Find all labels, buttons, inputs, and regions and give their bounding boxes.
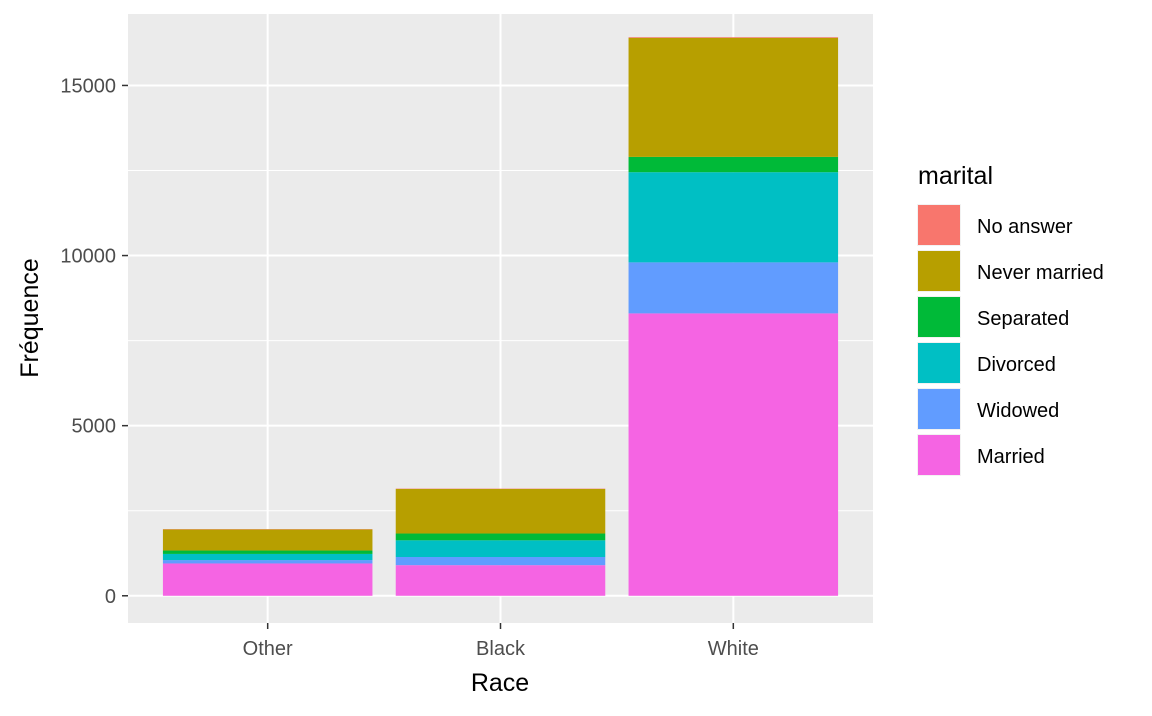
bar-segment-no-answer <box>629 37 839 38</box>
legend-label: Never married <box>977 262 1104 284</box>
bar-segment-married <box>396 565 606 596</box>
legend-label: No answer <box>977 216 1073 238</box>
legend-swatch <box>918 389 960 429</box>
legend-swatch <box>918 251 960 291</box>
y-tick-label: 10000 <box>60 246 116 268</box>
y-axis-title: Fréquence <box>16 258 44 378</box>
legend-label: Separated <box>977 308 1069 330</box>
bar-segment-divorced <box>163 554 373 560</box>
y-axis: 0 5000 10000 15000 <box>60 75 128 607</box>
bar-segment-divorced <box>629 172 839 262</box>
legend-label: Married <box>977 446 1045 468</box>
bar-segment-married <box>629 313 839 595</box>
legend-swatch <box>918 343 960 383</box>
x-tick-label: White <box>708 638 759 660</box>
x-tick-label: Other <box>243 638 293 660</box>
bar-segment-never-married <box>396 489 606 534</box>
y-tick-label: 0 <box>105 586 116 608</box>
bar-segment-separated <box>163 551 373 554</box>
x-tick-label: Black <box>476 638 526 660</box>
legend-swatch <box>918 205 960 245</box>
legend: marital No answer Never married Separated D… <box>917 162 1104 476</box>
legend-label: Widowed <box>977 400 1059 422</box>
legend-title: marital <box>918 162 993 190</box>
bar-segment-never-married <box>163 529 373 550</box>
bar-segment-separated <box>629 157 839 172</box>
bar-segment-never-married <box>629 38 839 157</box>
legend-swatch <box>918 297 960 337</box>
bar-segment-divorced <box>396 540 606 557</box>
bar-segment-widowed <box>163 560 373 563</box>
x-axis: Other Black White <box>243 623 759 660</box>
bar-segment-widowed <box>629 262 839 313</box>
legend-label: Divorced <box>977 354 1056 376</box>
bar-segment-separated <box>396 534 606 541</box>
y-tick-label: 15000 <box>60 75 116 97</box>
bar-segment-widowed <box>396 557 606 565</box>
bar-segment-married <box>163 563 373 595</box>
x-axis-title: Race <box>471 669 529 697</box>
legend-swatch <box>918 435 960 475</box>
y-tick-label: 5000 <box>72 416 117 438</box>
